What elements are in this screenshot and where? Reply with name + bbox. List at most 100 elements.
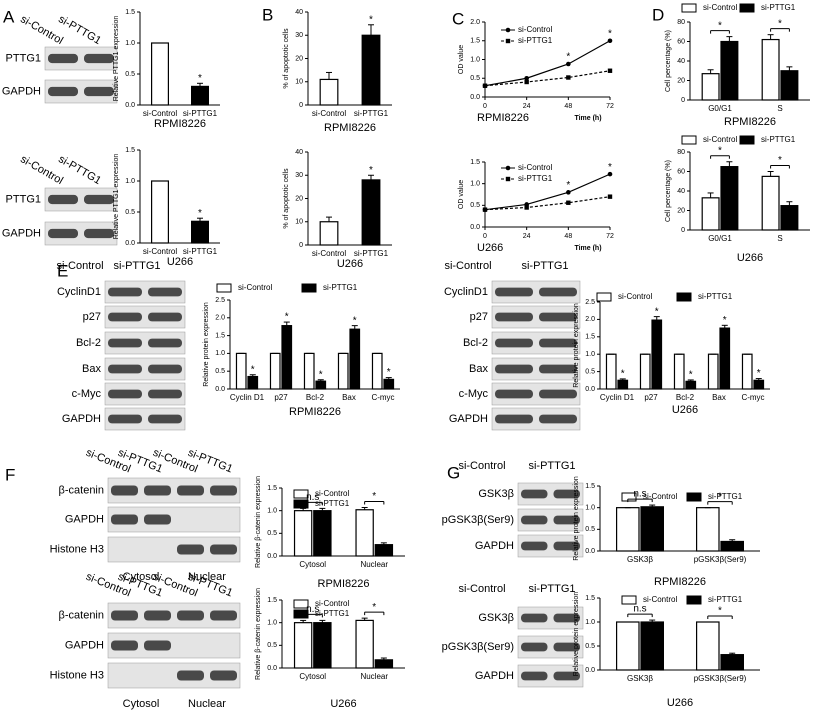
blot-row-label: PTTG1 xyxy=(6,52,41,64)
y-axis-label: Relative β-catenin expression xyxy=(255,476,262,568)
chart-caption: U266 xyxy=(672,404,698,416)
panel-letter: A xyxy=(3,7,15,26)
data-point xyxy=(607,194,613,199)
series-line xyxy=(484,70,611,87)
data-point xyxy=(607,68,613,73)
blot-band xyxy=(553,489,580,499)
y-tick-label: 0.5 xyxy=(125,209,135,216)
blot-band xyxy=(495,389,533,399)
lane-label: si-PTTG1 xyxy=(113,260,160,272)
data-point xyxy=(566,190,571,195)
blot-strip xyxy=(517,482,584,506)
legend-label: si-PTTG1 xyxy=(761,3,796,12)
lane-label: si-PTTG1 xyxy=(56,13,103,47)
group-label: Cytosol xyxy=(123,698,160,710)
bar xyxy=(374,544,394,557)
y-tick-label: 0.5 xyxy=(585,368,595,375)
y-tick-label: 0.0 xyxy=(585,548,595,555)
annotation: * xyxy=(319,369,323,380)
bar xyxy=(247,375,259,390)
blot-row-label: GAPDH xyxy=(475,670,514,682)
bar xyxy=(720,540,744,552)
blot-band xyxy=(111,514,138,525)
bar xyxy=(741,353,753,390)
y-tick-label: 0 xyxy=(299,102,303,109)
y-axis-label: Relative protein expression xyxy=(573,303,580,388)
bar xyxy=(605,353,617,390)
blot-strip xyxy=(517,635,584,659)
lane-label: si-PTTG1 xyxy=(528,460,575,472)
x-tick-label: si-Control xyxy=(312,109,346,118)
chart-caption: RPMI8226 xyxy=(477,112,529,124)
blot-band xyxy=(210,544,237,555)
blot-band xyxy=(521,642,548,652)
blot-band xyxy=(539,312,577,322)
legend-swatch xyxy=(293,489,309,499)
blot-band xyxy=(495,338,533,348)
blot-band xyxy=(177,485,204,496)
legend-marker xyxy=(505,27,511,33)
y-tick-label: 40 xyxy=(295,9,303,16)
x-tick-label: Bax xyxy=(712,393,726,402)
annotation: * xyxy=(718,20,722,31)
y-tick-label: 0.5 xyxy=(125,71,135,78)
bar xyxy=(720,654,744,671)
bar xyxy=(615,621,640,671)
bar xyxy=(383,378,395,390)
x-tick-label: p27 xyxy=(274,393,288,402)
lane-label: si-PTTG1 xyxy=(56,153,103,187)
bar xyxy=(235,352,247,390)
blot-band xyxy=(495,414,533,424)
annotation: * xyxy=(757,368,761,379)
bar xyxy=(315,380,327,390)
chart-caption: RPMI8226 xyxy=(289,406,341,418)
y-tick-label: 0.5 xyxy=(215,368,225,375)
x-tick-label: 0 xyxy=(483,233,487,240)
data-point xyxy=(482,207,488,212)
y-tick-label: 0 xyxy=(681,97,685,104)
y-tick-label: 30 xyxy=(295,172,303,179)
y-tick-label: 20 xyxy=(677,77,685,84)
blot-row-label: p27 xyxy=(470,311,488,323)
legend-label: si-Control xyxy=(703,135,737,144)
blot-strip xyxy=(491,407,581,431)
chart-caption: RPMI8226 xyxy=(724,116,776,128)
y-axis-label: Relative protein expression xyxy=(203,302,210,387)
y-tick-label: 1.5 xyxy=(585,595,595,602)
x-tick-label: S xyxy=(777,104,782,113)
blot-row-label: PTTG1 xyxy=(6,193,41,205)
group-label: Cytosol xyxy=(123,571,160,583)
blot-strip xyxy=(44,187,118,212)
blot-strip xyxy=(491,280,581,304)
annotation: * xyxy=(372,602,376,613)
y-tick-label: 0.5 xyxy=(470,202,480,209)
x-tick-label: si-PTTG1 xyxy=(183,109,218,118)
x-tick-label: Cyclin D1 xyxy=(600,393,635,402)
blot-strip xyxy=(44,79,118,104)
blot-row-label: c-Myc xyxy=(459,388,489,400)
blot-row-label: p27 xyxy=(83,311,101,323)
y-tick-label: 1.5 xyxy=(585,483,595,490)
data-point xyxy=(524,75,529,81)
chart-caption: RPMI8226 xyxy=(654,576,706,588)
blot-row-label: GAPDH xyxy=(65,513,104,525)
x-tick-label: C-myc xyxy=(741,393,764,402)
blot-strip xyxy=(104,305,186,329)
x-tick-label: 24 xyxy=(523,103,531,110)
blot-row-label: β-catenin xyxy=(59,609,104,621)
annotation: * xyxy=(621,369,625,380)
blot-band xyxy=(210,610,237,621)
bar xyxy=(191,220,210,244)
legend-swatch xyxy=(739,135,755,145)
blot-band xyxy=(539,389,577,399)
blot-band xyxy=(177,670,204,681)
chart-caption: U266 xyxy=(737,252,763,264)
blot-band xyxy=(148,312,182,322)
blot-row-label: pGSK3β(Ser9) xyxy=(442,641,514,653)
bar xyxy=(720,166,739,231)
x-tick-label: 72 xyxy=(606,103,614,110)
blot-band xyxy=(108,389,142,399)
y-tick-label: 60 xyxy=(677,168,685,175)
bar xyxy=(701,197,720,231)
annotation: * xyxy=(608,162,612,173)
